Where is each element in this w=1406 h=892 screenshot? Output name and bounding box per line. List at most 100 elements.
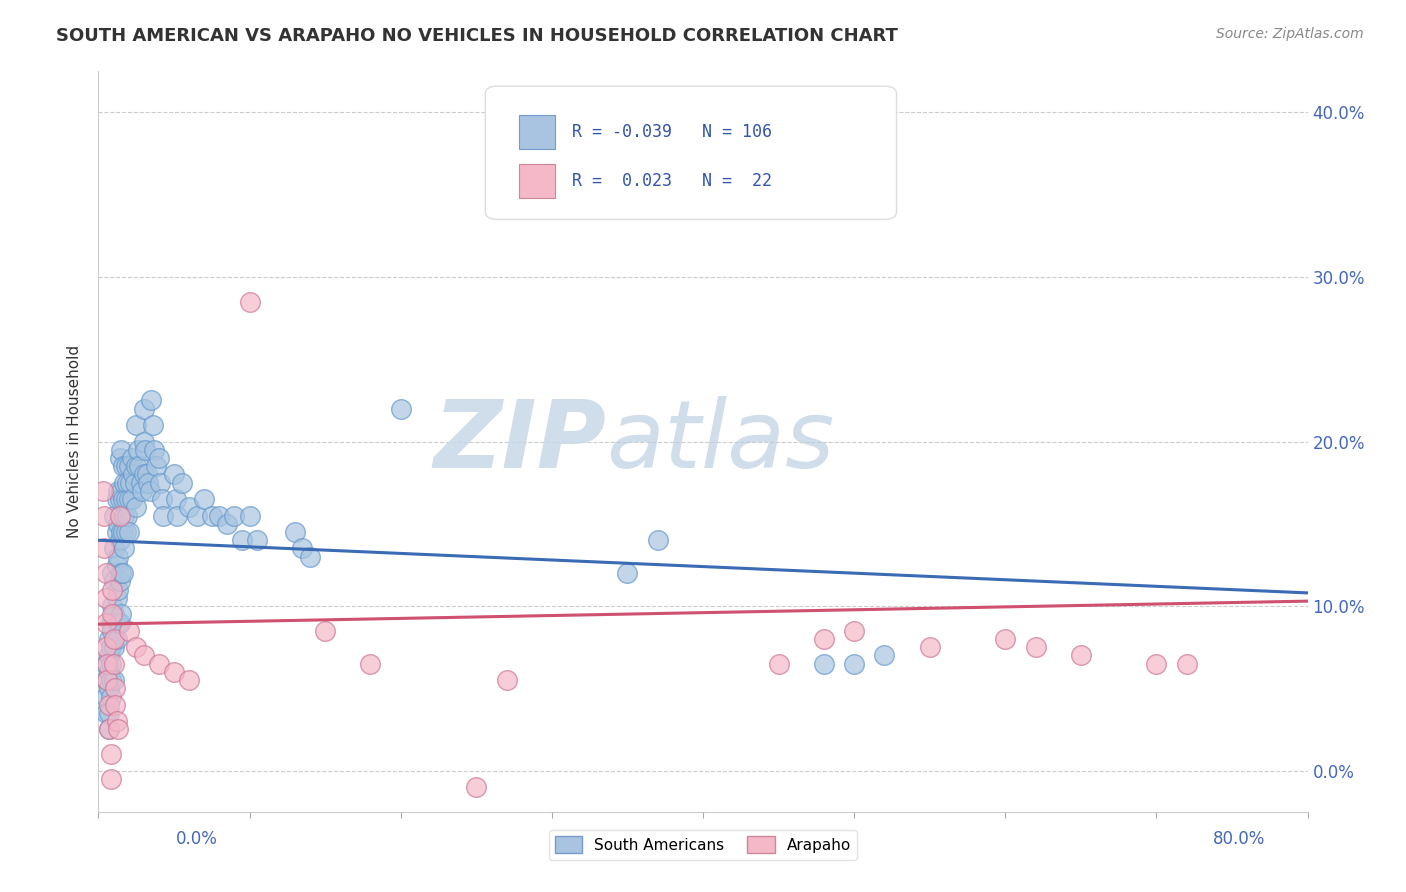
- Point: [103, 673, 125, 687]
- Point: [224, 508, 246, 523]
- Point: [101, 607, 124, 622]
- Point: [100, 772, 122, 786]
- Point: [91, 483, 114, 498]
- Point: [118, 624, 141, 638]
- Point: [291, 541, 314, 556]
- Point: [111, 459, 134, 474]
- Point: [100, 640, 122, 655]
- Point: [103, 541, 125, 556]
- Point: [163, 467, 186, 482]
- Point: [314, 624, 336, 638]
- Point: [1144, 657, 1167, 671]
- Point: [107, 582, 129, 597]
- Point: [139, 483, 162, 498]
- Point: [141, 393, 163, 408]
- Point: [163, 665, 186, 679]
- Text: ZIP: ZIP: [433, 395, 606, 488]
- Point: [360, 657, 382, 671]
- Point: [98, 698, 121, 712]
- Point: [165, 492, 187, 507]
- Point: [98, 706, 121, 720]
- Point: [98, 681, 121, 696]
- Point: [145, 459, 167, 474]
- Point: [918, 640, 941, 655]
- Point: [110, 483, 132, 498]
- Point: [142, 418, 165, 433]
- Point: [115, 508, 138, 523]
- Point: [129, 475, 152, 490]
- Point: [125, 418, 148, 433]
- Point: [98, 632, 121, 646]
- Point: [98, 665, 121, 679]
- Point: [103, 632, 125, 646]
- Point: [132, 648, 155, 663]
- Point: [100, 690, 122, 704]
- Point: [107, 549, 129, 564]
- Point: [1070, 648, 1092, 663]
- Point: [389, 401, 412, 416]
- Point: [94, 673, 117, 687]
- Point: [94, 706, 117, 720]
- Point: [107, 723, 129, 737]
- Point: [103, 508, 125, 523]
- Point: [98, 723, 121, 737]
- Point: [110, 442, 132, 457]
- Point: [104, 681, 127, 696]
- Point: [98, 648, 121, 663]
- Point: [93, 541, 115, 556]
- Point: [103, 574, 125, 589]
- Point: [132, 467, 155, 482]
- Point: [1175, 657, 1198, 671]
- Point: [108, 508, 131, 523]
- Point: [114, 492, 136, 507]
- Point: [647, 533, 669, 548]
- Bar: [519, 115, 555, 149]
- Point: [148, 450, 170, 465]
- Point: [112, 541, 135, 556]
- Point: [96, 673, 118, 687]
- Point: [107, 516, 129, 531]
- Point: [94, 566, 117, 581]
- Point: [132, 434, 155, 449]
- Point: [105, 714, 128, 729]
- Point: [813, 657, 835, 671]
- Point: [94, 690, 117, 704]
- Point: [105, 558, 128, 572]
- Point: [134, 442, 156, 457]
- Point: [111, 492, 134, 507]
- Point: [114, 459, 136, 474]
- Point: [186, 508, 208, 523]
- Point: [215, 516, 238, 531]
- Bar: [519, 164, 555, 198]
- Point: [101, 624, 124, 638]
- Point: [994, 632, 1017, 646]
- Point: [179, 673, 201, 687]
- Point: [100, 615, 122, 630]
- Point: [284, 524, 307, 539]
- Point: [101, 599, 124, 613]
- Point: [127, 442, 149, 457]
- Point: [125, 459, 148, 474]
- Point: [813, 632, 835, 646]
- Point: [193, 492, 215, 507]
- Point: [100, 747, 122, 761]
- Point: [1024, 640, 1046, 655]
- Point: [495, 673, 517, 687]
- Point: [166, 508, 188, 523]
- Point: [118, 492, 141, 507]
- Point: [239, 508, 262, 523]
- Point: [125, 640, 148, 655]
- Point: [122, 467, 145, 482]
- Point: [148, 657, 170, 671]
- Point: [844, 624, 866, 638]
- Point: [873, 648, 896, 663]
- Point: [105, 524, 128, 539]
- Point: [170, 475, 193, 490]
- Point: [112, 508, 135, 523]
- Point: [94, 657, 117, 671]
- Point: [100, 657, 122, 671]
- Point: [111, 524, 134, 539]
- Point: [107, 615, 129, 630]
- Point: [108, 533, 131, 548]
- Text: R = -0.039   N = 106: R = -0.039 N = 106: [572, 123, 772, 141]
